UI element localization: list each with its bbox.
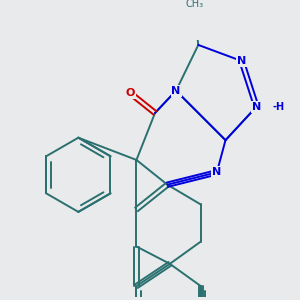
Text: N: N bbox=[171, 86, 181, 96]
Text: -H: -H bbox=[273, 102, 285, 112]
Text: N: N bbox=[252, 102, 261, 112]
Text: N: N bbox=[237, 56, 246, 66]
Text: N: N bbox=[212, 167, 221, 177]
Text: O: O bbox=[126, 88, 135, 98]
Text: CH₃: CH₃ bbox=[185, 0, 204, 9]
